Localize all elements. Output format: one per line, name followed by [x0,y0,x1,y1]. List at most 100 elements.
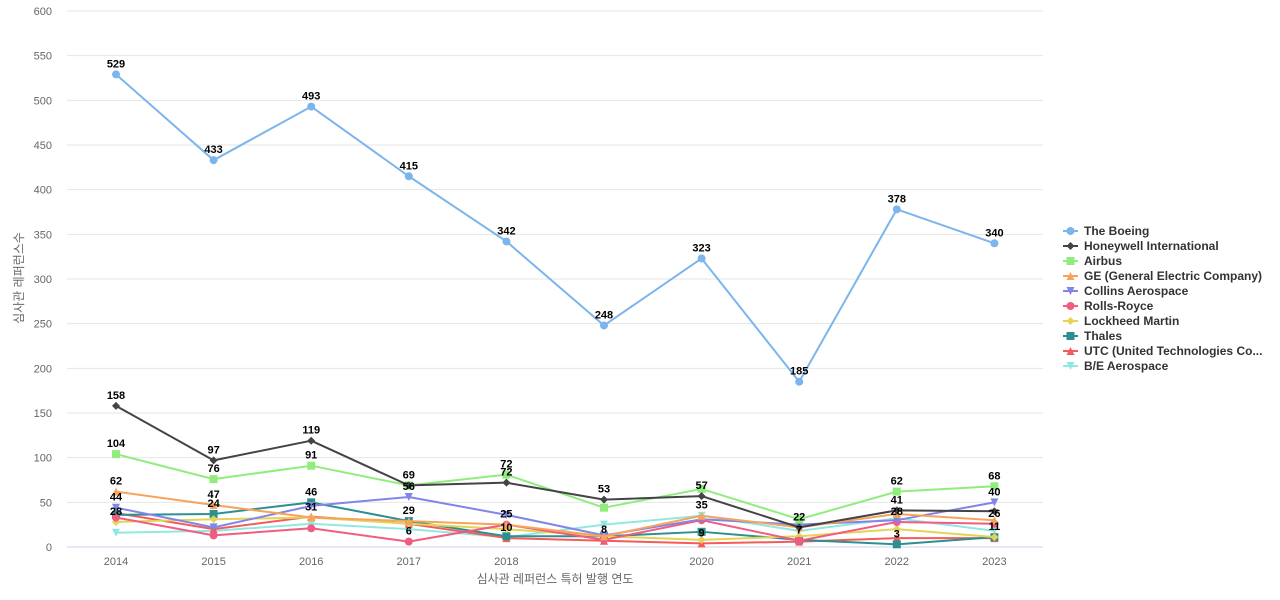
data-point-b-e-aerospace[interactable] [307,519,316,528]
data-label: 57 [695,480,707,492]
data-point-the-boeing[interactable] [892,205,901,214]
data-point-ge-general-electric-company[interactable] [209,501,218,510]
data-label: 529 [107,58,125,70]
data-point-collins-aerospace[interactable] [209,523,218,532]
data-point-the-boeing[interactable] [990,239,999,248]
data-label: 323 [692,242,710,254]
data-point-the-boeing[interactable] [404,172,413,181]
legend-item-collins-aerospace[interactable]: Collins Aerospace [1063,284,1189,298]
data-point-ge-general-electric-company[interactable] [697,511,706,520]
x-tick-label: 2016 [299,556,323,568]
legend-item-thales[interactable]: Thales [1063,329,1122,343]
data-point-the-boeing[interactable] [209,156,218,165]
data-point-ge-general-electric-company[interactable] [990,516,999,525]
data-point-collins-aerospace[interactable] [112,503,120,512]
data-label: 72 [500,459,512,471]
data-point-thales[interactable] [697,527,706,536]
legend-label: The Boeing [1084,224,1149,238]
data-point-b-e-aerospace[interactable] [112,528,120,537]
series-group [112,70,999,549]
data-point-honeywell-international[interactable] [502,478,511,487]
data-point-b-e-aerospace[interactable] [600,520,608,529]
legend-marker [1066,242,1075,250]
legend-item-lockheed-martin[interactable]: Lockheed Martin [1063,314,1179,328]
legend-item-utc-united-technologies-co[interactable]: UTC (United Technologies Co... [1063,344,1262,358]
data-point-rolls-royce[interactable] [112,513,120,522]
y-tick-label: 150 [34,408,52,420]
data-label: 24 [207,498,220,510]
data-point-the-boeing[interactable] [112,70,120,79]
data-point-honeywell-international[interactable] [209,456,218,465]
data-point-ge-general-electric-company[interactable] [502,520,511,529]
data-label: 68 [988,470,1000,482]
data-point-honeywell-international[interactable] [697,492,706,501]
data-point-thales[interactable] [502,532,511,541]
data-label: 185 [790,366,808,378]
data-point-thales[interactable] [209,509,218,518]
data-point-ge-general-electric-company[interactable] [112,487,120,496]
legend-item-rolls-royce[interactable]: Rolls-Royce [1063,299,1154,313]
data-label: 342 [497,225,515,237]
x-tick-label: 2019 [592,556,616,568]
legend-marker [1066,272,1075,280]
data-point-utc-united-technologies-co[interactable] [892,534,901,543]
data-point-honeywell-international[interactable] [307,436,316,445]
series-line-utc-united-technologies-co [115,512,995,545]
y-tick-label: 600 [34,6,52,18]
data-point-airbus[interactable] [892,487,901,496]
data-point-honeywell-international[interactable] [795,523,804,532]
data-label: 31 [305,502,317,514]
data-point-b-e-aerospace[interactable] [990,526,999,535]
data-point-the-boeing[interactable] [600,321,608,330]
data-point-airbus[interactable] [795,515,804,524]
data-point-collins-aerospace[interactable] [990,498,999,507]
data-point-honeywell-international[interactable] [112,401,120,410]
data-point-rolls-royce[interactable] [209,531,218,540]
data-point-honeywell-international[interactable] [892,506,901,515]
data-point-the-boeing[interactable] [795,377,804,386]
series-honeywell-international [112,401,999,532]
data-label: 53 [598,484,610,496]
data-point-thales[interactable] [892,540,901,549]
data-point-collins-aerospace[interactable] [404,492,413,501]
data-point-lockheed-martin[interactable] [892,525,901,534]
data-point-airbus[interactable] [307,461,316,470]
data-labels: 5294334934153422483231853783401589711969… [107,58,1004,540]
data-point-airbus[interactable] [990,482,999,491]
data-point-honeywell-international[interactable] [404,481,413,490]
data-label: 35 [695,500,707,512]
data-point-collins-aerospace[interactable] [502,510,511,519]
data-label: 7 [796,525,802,537]
data-point-airbus[interactable] [502,470,511,479]
legend-item-airbus[interactable]: Airbus [1063,254,1122,268]
x-tick-label: 2018 [494,556,518,568]
data-point-the-boeing[interactable] [307,102,316,111]
data-point-lockheed-martin[interactable] [209,515,218,524]
legend-item-ge-general-electric-company[interactable]: GE (General Electric Company) [1063,269,1262,283]
data-point-ge-general-electric-company[interactable] [404,517,413,526]
data-point-ge-general-electric-company[interactable] [307,513,316,522]
data-label: 40 [988,486,1000,498]
legend-item-honeywell-international[interactable]: Honeywell International [1063,239,1219,253]
legend-item-b-e-aerospace[interactable]: B/E Aerospace [1063,359,1169,373]
data-point-the-boeing[interactable] [502,237,511,246]
data-point-honeywell-international[interactable] [990,507,999,516]
x-tick-label: 2022 [885,556,909,568]
data-point-airbus[interactable] [600,503,608,512]
data-point-honeywell-international[interactable] [600,495,608,504]
legend-item-the-boeing[interactable]: The Boeing [1063,224,1149,238]
data-point-airbus[interactable] [697,484,706,493]
data-point-collins-aerospace[interactable] [892,516,901,525]
data-point-ge-general-electric-company[interactable] [600,532,608,541]
data-point-collins-aerospace[interactable] [307,501,316,510]
data-point-lockheed-martin[interactable] [990,533,999,542]
data-point-airbus[interactable] [209,475,218,484]
x-tick-label: 2021 [787,556,811,568]
data-point-rolls-royce[interactable] [307,524,316,533]
data-point-the-boeing[interactable] [697,254,706,263]
data-point-rolls-royce[interactable] [795,536,804,545]
data-point-airbus[interactable] [112,450,120,459]
data-label: 41 [891,494,903,506]
data-point-lockheed-martin[interactable] [697,535,706,544]
data-point-rolls-royce[interactable] [404,537,413,546]
